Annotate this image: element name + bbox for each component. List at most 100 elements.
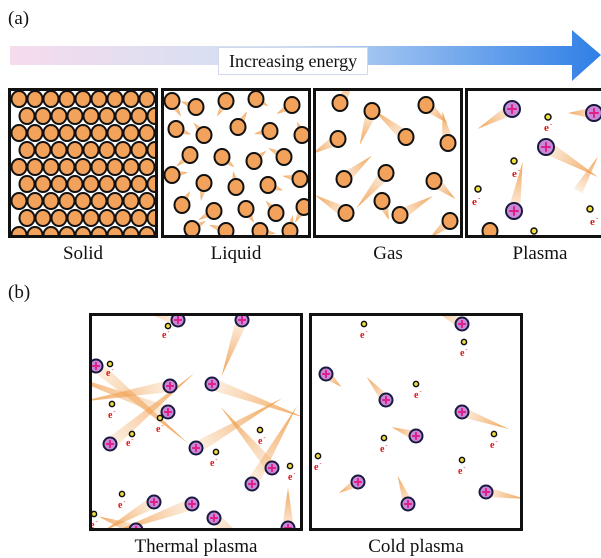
electron-charge: -	[96, 520, 98, 526]
neutral-particle	[50, 141, 68, 159]
motion-trail	[460, 407, 509, 430]
electron-symbol: e	[106, 368, 111, 379]
neutral-particle	[11, 91, 28, 108]
neutral-particle	[154, 95, 155, 103]
electron-dot	[458, 456, 466, 464]
electron-dot	[106, 360, 114, 368]
motion-trail	[92, 382, 171, 418]
neutral-particle	[217, 222, 235, 235]
liquid-box	[161, 88, 311, 238]
neutral-particle	[138, 91, 155, 108]
state-label-gas: Gas	[373, 243, 403, 264]
electron-charge: -	[132, 438, 134, 444]
electron-charge: -	[366, 330, 368, 336]
electron-charge: -	[466, 348, 468, 354]
electron-dot	[314, 452, 322, 460]
neutral-particle	[11, 226, 28, 235]
neutral-particle	[205, 202, 223, 220]
electron-dot	[156, 414, 164, 422]
neutral-particle	[195, 126, 213, 144]
neutral-particle	[26, 158, 44, 176]
electron-charge: -	[596, 215, 598, 222]
liquid-particles	[164, 91, 308, 235]
neutral-particle	[74, 124, 92, 142]
electron-dot	[460, 338, 468, 346]
electron-symbol: e	[414, 390, 419, 401]
neutral-particle	[50, 209, 68, 227]
solid-box	[8, 88, 158, 238]
neutral-particle	[122, 91, 140, 108]
neutral-particle	[26, 192, 44, 210]
neutral-particle	[154, 231, 155, 235]
neutral-particle	[34, 209, 52, 227]
neutral-particle	[74, 158, 92, 176]
electron-dot	[128, 430, 136, 438]
thermal-plasma-box: e-e-e-e-e-e-e-e-e-e-	[89, 313, 303, 531]
electron-symbol: e	[162, 330, 167, 341]
neutral-particle	[98, 141, 116, 159]
electron-charge: -	[124, 500, 126, 506]
neutral-particle	[82, 175, 100, 193]
electron-dot	[92, 510, 98, 518]
neutral-particle	[329, 130, 347, 148]
electron-dot	[360, 320, 368, 328]
state-label-solid: Solid	[62, 243, 104, 264]
neutral-particle	[363, 102, 381, 120]
electron-symbol: e	[108, 410, 113, 421]
electron-dot	[108, 400, 116, 408]
neutral-particle	[18, 175, 36, 193]
solid-particles	[11, 91, 155, 235]
electron-symbol: e	[92, 520, 95, 531]
neutral-particle	[167, 120, 185, 138]
electron-dot	[490, 430, 498, 438]
electron-dot	[474, 185, 482, 193]
neutral-particle	[26, 124, 44, 142]
neutral-particle	[66, 107, 84, 125]
neutral-particle	[293, 126, 308, 144]
neutral-particle	[50, 175, 68, 193]
neutral-particle	[11, 192, 28, 210]
neutral-particle	[183, 220, 201, 235]
neutral-particle	[417, 96, 435, 114]
neutral-particle	[34, 175, 52, 193]
neutral-particle	[11, 124, 28, 142]
neutral-particle	[114, 175, 132, 193]
neutral-particle	[154, 163, 155, 171]
neutral-particle	[98, 175, 116, 193]
motion-trail	[485, 487, 520, 499]
motion-trail	[209, 378, 300, 417]
neutral-particle	[66, 209, 84, 227]
neutral-particle	[335, 170, 353, 188]
electron-charge: -	[420, 390, 422, 396]
neutral-particle	[90, 91, 108, 108]
motion-trail	[246, 406, 297, 487]
neutral-particle	[251, 222, 269, 235]
neutral-particle	[122, 192, 140, 210]
motion-trail	[508, 161, 523, 213]
neutral-particle	[397, 128, 415, 146]
electron-symbol: e	[156, 424, 161, 435]
electron-charge: -	[216, 458, 218, 464]
motion-trail	[92, 380, 172, 401]
neutral-particle	[247, 91, 265, 108]
neutral-particle	[26, 226, 44, 235]
neutral-particle	[82, 209, 100, 227]
neutral-particle	[261, 122, 279, 140]
neutral-particle	[58, 158, 76, 176]
neutral-particle	[229, 118, 247, 136]
electron-charge: -	[478, 195, 480, 202]
neutral-particle	[377, 164, 395, 182]
plasma-box: e-e-e-e-e-	[465, 88, 601, 238]
neutral-particle	[130, 209, 148, 227]
neutral-particle	[106, 192, 124, 210]
motion-trail	[220, 406, 277, 472]
electron-dot	[510, 157, 518, 165]
state-label-liquid: Liquid	[210, 243, 262, 264]
neutral-particle	[283, 96, 301, 114]
electron-charge: -	[114, 410, 116, 416]
electron-symbol: e	[460, 348, 465, 359]
electron-charge: -	[536, 233, 538, 238]
neutral-particle	[373, 192, 391, 210]
neutral-particle	[90, 192, 108, 210]
neutral-particle	[425, 172, 443, 190]
